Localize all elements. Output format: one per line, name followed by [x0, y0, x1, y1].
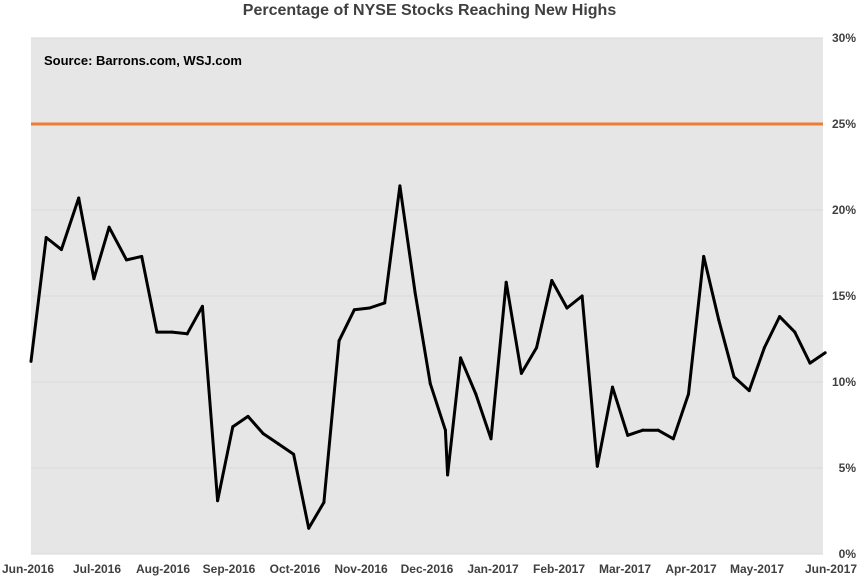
x-tick-label: Dec-2016 — [401, 562, 454, 576]
data-point — [307, 526, 311, 530]
data-point — [398, 184, 402, 188]
data-point — [641, 428, 645, 432]
data-point — [519, 371, 523, 375]
data-point — [276, 442, 280, 446]
y-tick-label: 15% — [832, 289, 856, 303]
x-tick-label: Feb-2017 — [533, 562, 585, 576]
data-point — [446, 473, 450, 477]
x-tick-label: Jan-2017 — [467, 562, 519, 576]
data-point — [823, 351, 827, 355]
data-point — [322, 500, 326, 504]
data-point — [231, 425, 235, 429]
data-point — [200, 304, 204, 308]
x-tick-label: May-2017 — [730, 562, 784, 576]
x-tick-label: Jun-2017 — [805, 562, 857, 576]
data-point — [44, 236, 48, 240]
data-point — [717, 318, 721, 322]
data-point — [352, 308, 356, 312]
data-point — [170, 330, 174, 334]
data-point — [124, 258, 128, 262]
data-point — [793, 330, 797, 334]
y-tick-label: 20% — [832, 203, 856, 217]
data-point — [489, 437, 493, 441]
data-point — [443, 428, 447, 432]
data-point — [155, 330, 159, 334]
data-point — [747, 389, 751, 393]
data-point — [92, 277, 96, 281]
y-tick-label: 30% — [832, 31, 856, 45]
data-point — [762, 346, 766, 350]
x-tick-label: Aug-2016 — [136, 562, 190, 576]
data-point — [504, 280, 508, 284]
data-point — [337, 339, 341, 343]
x-axis-ticks: Jun-2016 Jul-2016 Aug-2016 Sep-2016 Oct-2016… — [2, 562, 857, 576]
x-tick-label: Apr-2017 — [665, 562, 717, 576]
data-point — [29, 359, 33, 363]
x-tick-label: Nov-2016 — [334, 562, 388, 576]
data-point — [626, 433, 630, 437]
data-point — [292, 452, 296, 456]
data-point — [808, 361, 812, 365]
data-point — [611, 385, 615, 389]
data-point — [185, 332, 189, 336]
data-point — [474, 392, 478, 396]
x-tick-label: Oct-2016 — [270, 562, 321, 576]
y-axis-ticks: 0% 5% 10% 15% 20% 25% 30% — [832, 31, 856, 561]
series-line — [29, 184, 827, 530]
data-point — [140, 254, 144, 258]
data-point — [656, 428, 660, 432]
data-point — [732, 375, 736, 379]
data-point — [535, 346, 539, 350]
series-points — [29, 184, 827, 530]
y-tick-label: 25% — [832, 117, 856, 131]
data-point — [216, 499, 220, 503]
data-point — [565, 306, 569, 310]
data-point — [383, 301, 387, 305]
x-tick-label: Mar-2017 — [599, 562, 651, 576]
y-tick-label: 5% — [839, 461, 857, 475]
source-annotation: Source: Barrons.com, WSJ.com — [44, 53, 242, 68]
chart-title: Percentage of NYSE Stocks Reaching New H… — [242, 2, 617, 19]
data-point — [367, 306, 371, 310]
data-point — [459, 356, 463, 360]
x-tick-label: Jul-2016 — [73, 562, 121, 576]
data-point — [702, 254, 706, 258]
data-point — [778, 315, 782, 319]
y-tick-label: 10% — [832, 375, 856, 389]
data-point — [428, 382, 432, 386]
data-point — [671, 437, 675, 441]
data-point — [413, 291, 417, 295]
data-point — [550, 279, 554, 283]
data-point — [59, 248, 63, 252]
data-point — [686, 392, 690, 396]
data-point — [77, 196, 81, 200]
x-tick-label: Jun-2016 — [2, 562, 54, 576]
data-point — [595, 464, 599, 468]
data-point — [261, 432, 265, 436]
data-point — [580, 294, 584, 298]
x-tick-label: Sep-2016 — [203, 562, 256, 576]
data-point — [246, 414, 250, 418]
data-point — [107, 225, 111, 229]
y-tick-label: 0% — [839, 547, 857, 561]
